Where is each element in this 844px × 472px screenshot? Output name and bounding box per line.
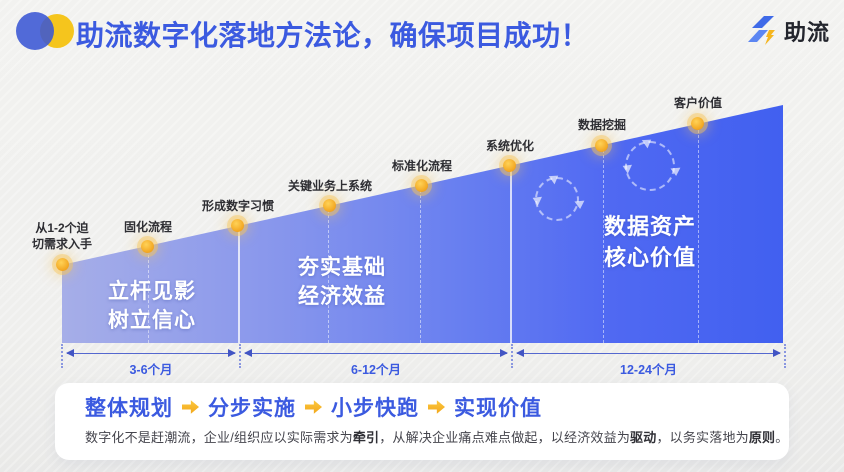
duration-segment: 6-12个月	[244, 346, 508, 378]
methodology-flow: 整体规划 分步实施 小步快跑 实现价值	[85, 392, 789, 422]
arrow-right-icon	[182, 400, 199, 414]
duration-boundary	[511, 344, 513, 368]
brand-logo: 助流	[747, 15, 830, 47]
note-text: 。	[775, 430, 789, 445]
milestone-label: 固化流程	[123, 220, 172, 234]
phase-title: 数据资产 核心价值	[603, 214, 696, 270]
note-text: 数字化不是赶潮流，企业/组织应以实际需求为	[85, 430, 353, 445]
milestone-dashed-line	[420, 105, 421, 343]
phase-title: 夯实基础 经济效益	[298, 256, 386, 309]
summary-card: 整体规划 分步实施 小步快跑 实现价值 数字化不是赶潮流，企业/组织应以实际需求…	[55, 383, 789, 460]
duration-label: 6-12个月	[350, 363, 402, 377]
duration-arrow	[66, 349, 236, 357]
page-title: 助流数字化落地方法论，确保项目成功！	[76, 20, 590, 51]
phase-title: 立杆见影 树立信心	[108, 280, 196, 333]
sync-cycle-icon	[525, 168, 586, 221]
milestone-dashed-line	[603, 105, 604, 343]
milestone-dot	[141, 240, 154, 253]
flow-step: 整体规划	[85, 397, 173, 420]
milestone-label: 从1-2个迫 切需求入手	[31, 221, 92, 251]
milestone-dashed-line	[328, 105, 329, 343]
note-text: ，以务实落地为	[656, 430, 749, 445]
duration-boundary	[61, 344, 63, 368]
milestone-dashed-line	[698, 105, 699, 343]
summary-note: 数字化不是赶潮流，企业/组织应以实际需求为牵引，从解决企业痛点难点做起，以经济效…	[85, 427, 789, 446]
phase-divider	[510, 105, 512, 343]
flow-step: 小步快跑	[331, 397, 419, 420]
duration-boundary	[784, 344, 786, 368]
milestone-dot	[415, 179, 428, 192]
note-text: ，从解决企业痛点难点做起，以经济效益为	[379, 430, 631, 445]
milestone-dot	[231, 219, 244, 232]
milestone-dot	[323, 199, 336, 212]
title-bullet-circles-icon	[16, 11, 76, 51]
milestone-label: 标准化流程	[391, 159, 452, 173]
brand-lightning-icon	[747, 16, 775, 45]
note-keyword: 驱动	[630, 430, 657, 445]
milestone-label: 数据挖掘	[577, 118, 626, 132]
flow-step: 分步实施	[208, 397, 296, 420]
blue-circle-icon	[16, 12, 54, 50]
milestone-label: 客户价值	[673, 96, 722, 110]
duration-arrow	[516, 349, 781, 357]
note-keyword: 原则	[748, 430, 776, 445]
duration-boundary	[239, 344, 241, 368]
milestone-label: 形成数字习惯	[201, 199, 274, 213]
arrow-right-icon	[305, 400, 322, 414]
milestone-dot	[503, 159, 516, 172]
note-keyword: 牵引	[352, 430, 380, 445]
duration-label: 3-6个月	[129, 363, 173, 377]
arrow-right-icon	[428, 400, 445, 414]
duration-segment: 3-6个月	[66, 346, 236, 378]
brand-name: 助流	[783, 20, 830, 45]
milestone-label: 关键业务上系统	[287, 179, 372, 193]
milestone-dot	[691, 117, 704, 130]
milestone-dot	[56, 258, 69, 271]
duration-segment: 12-24个月	[516, 346, 781, 378]
milestone-label: 系统优化	[485, 139, 534, 153]
duration-label: 12-24个月	[620, 363, 677, 377]
milestone-dot	[595, 139, 608, 152]
duration-arrow	[244, 349, 508, 357]
sync-cycle-icon	[615, 132, 682, 191]
flow-step: 实现价值	[454, 397, 542, 420]
